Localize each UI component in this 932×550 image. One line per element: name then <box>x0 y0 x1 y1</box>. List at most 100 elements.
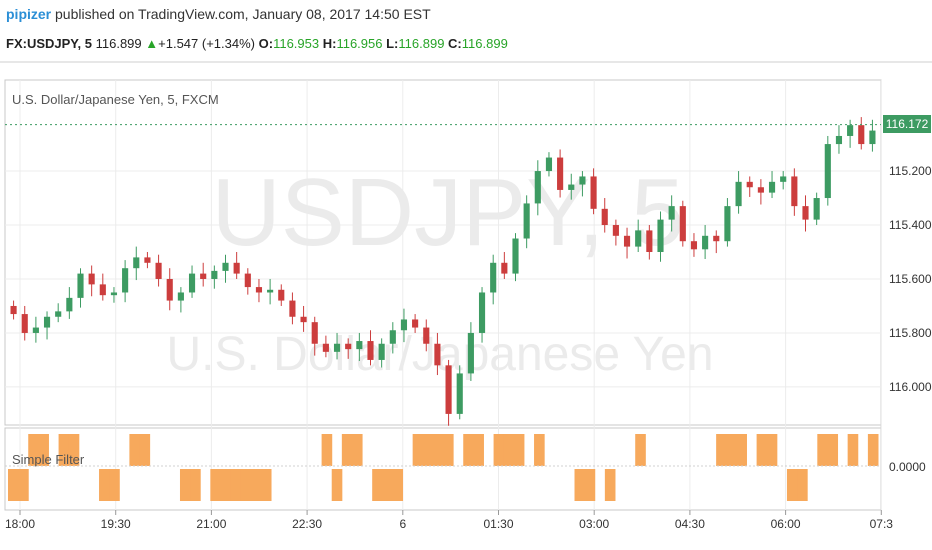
candle-body <box>612 225 619 236</box>
candle-body <box>445 365 452 414</box>
indicator-axis-label: 0.0000 <box>889 460 926 474</box>
candle-body <box>211 270 218 279</box>
filter-bar <box>392 469 404 501</box>
candle-body <box>367 341 374 360</box>
filter-bar <box>463 434 474 466</box>
close-label: C: <box>448 36 462 51</box>
filter-bar <box>190 469 201 501</box>
open-value: 116.953 <box>273 36 320 51</box>
x-tick-label: 06:00 <box>771 517 801 531</box>
up-arrow-icon: ▲ <box>145 36 159 51</box>
filter-bar <box>797 469 808 501</box>
filter-bar <box>68 434 80 466</box>
candle-body <box>791 176 798 207</box>
filter-bar <box>867 434 879 466</box>
time-axis: 18:00 19:30 21:00 22:30 6 01:30 03:00 04:30 06:0… <box>5 510 893 531</box>
filter-bar <box>99 469 110 501</box>
filter-bar <box>250 469 262 501</box>
candle-body <box>813 198 820 220</box>
candle-body <box>456 373 463 414</box>
candle-body <box>311 322 318 344</box>
candle-body <box>155 262 162 279</box>
filter-bar <box>493 434 505 466</box>
filter-bar <box>139 434 151 466</box>
candle-body <box>133 257 140 269</box>
filter-bar <box>331 469 343 501</box>
filter-bar <box>351 434 363 466</box>
candle-body <box>835 135 843 145</box>
x-tick-label: 18:00 <box>5 517 35 531</box>
candle-body <box>400 319 408 331</box>
filter-bar <box>382 469 393 501</box>
candle-body <box>300 316 307 323</box>
candle-body <box>177 292 184 301</box>
last-price: 116.899 <box>95 36 142 51</box>
filter-bar <box>321 434 333 466</box>
candle-body <box>244 273 251 288</box>
candle-body <box>623 235 631 247</box>
candle-body <box>713 235 720 242</box>
watermark-symbol: USDJPY, 5 <box>211 159 684 266</box>
candle-body <box>110 292 118 296</box>
x-tick-label: 04:30 <box>675 517 705 531</box>
filter-bar <box>432 434 444 466</box>
candle-body <box>200 273 207 279</box>
filter-bar <box>109 469 120 501</box>
candle-body <box>378 343 385 360</box>
filter-bar <box>786 469 798 501</box>
filter-bar <box>422 434 434 466</box>
filter-bar <box>443 434 454 466</box>
high-value: 116.956 <box>336 36 383 51</box>
filter-bar <box>736 434 747 466</box>
price-axis: 116.000 115.800 115.600 115.400 115.200 <box>889 164 932 394</box>
candle-body <box>568 184 575 190</box>
candle-body <box>869 130 876 145</box>
candle-body <box>166 278 173 301</box>
candle-body <box>724 206 731 242</box>
filter-bar <box>341 434 353 466</box>
filter-bar <box>756 434 768 466</box>
filter-bar <box>827 434 839 466</box>
candle-body <box>690 241 698 250</box>
candle-body <box>222 262 229 271</box>
filter-bar <box>726 434 737 466</box>
publish-info: pipizer published on TradingView.com, Ja… <box>6 6 431 22</box>
candle-body <box>188 273 196 293</box>
filter-bar <box>260 469 272 501</box>
candle-body <box>356 341 363 350</box>
candle-body <box>99 284 106 296</box>
candle-body <box>77 273 84 298</box>
high-label: H: <box>322 36 337 51</box>
candle-body <box>467 332 474 374</box>
x-tick-label: 03:00 <box>579 517 609 531</box>
candle-body <box>746 181 753 188</box>
candle-body <box>278 289 285 301</box>
filter-bar <box>412 434 424 466</box>
candle-body <box>512 238 519 274</box>
filter-bar <box>817 434 828 466</box>
candle-body <box>144 257 151 263</box>
candle-body <box>255 287 263 293</box>
candle-body <box>579 176 586 185</box>
filter-bar <box>716 434 727 466</box>
candle-body <box>501 262 508 274</box>
candle-body <box>523 203 530 239</box>
close-value: 116.899 <box>461 36 508 51</box>
x-tick-label: 01:30 <box>483 517 513 531</box>
candle-body <box>333 343 341 352</box>
filter-bar <box>179 469 191 501</box>
candle-body <box>679 206 686 242</box>
author-name[interactable]: pipizer <box>6 6 52 22</box>
gridlines <box>5 80 882 510</box>
candle-body <box>601 208 608 226</box>
filter-bar <box>473 434 484 466</box>
candle-body <box>545 157 553 172</box>
filter-bar <box>766 434 778 466</box>
low-label: L: <box>386 36 399 51</box>
x-tick-label: 22:30 <box>292 517 322 531</box>
filter-bar <box>847 434 859 466</box>
publish-line: published on TradingView.com, January 08… <box>55 6 431 22</box>
candle-body <box>768 181 776 193</box>
candle-body <box>858 125 865 145</box>
